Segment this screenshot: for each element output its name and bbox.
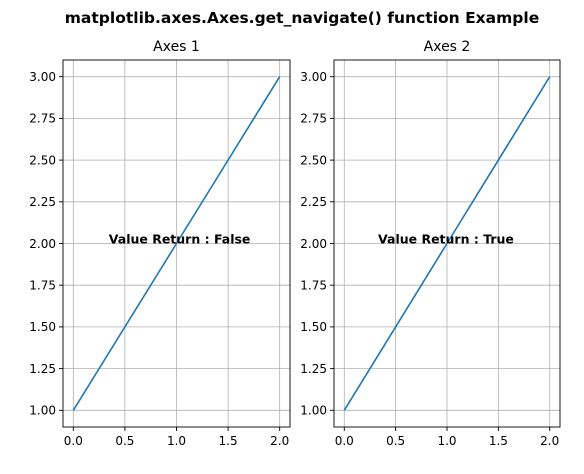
x-tick-label: 1.5 — [219, 434, 238, 448]
y-tick-label: 2.75 — [29, 112, 56, 126]
annotation-text: Value Return : False — [109, 232, 251, 247]
series-line — [72, 76, 281, 411]
x-tick-label: 1.5 — [489, 434, 508, 448]
y-tick-label: 1.75 — [300, 279, 327, 293]
x-tick-label: 0.5 — [386, 434, 405, 448]
y-tick-label: 2.00 — [29, 237, 56, 251]
y-tick-label: 2.50 — [300, 153, 327, 167]
figure-suptitle: matplotlib.axes.Axes.get_navigate() func… — [65, 9, 539, 27]
y-tick-label: 1.75 — [29, 279, 56, 293]
x-tick-label: 1.0 — [437, 434, 456, 448]
axes-title: Axes 2 — [424, 39, 471, 55]
axes-2: 0.0 0.5 1.0 1.5 2.0 1.00 1.25 1.50 1.75 2.00 2.25 2… — [300, 39, 561, 448]
y-tick-label: 1.25 — [300, 362, 327, 376]
y-tick-label: 2.50 — [29, 153, 56, 167]
x-tick-label: 0.5 — [115, 434, 134, 448]
y-tick-label: 2.25 — [300, 195, 327, 209]
y-tick-label: 2.00 — [300, 237, 327, 251]
x-tick-label: 2.0 — [540, 434, 559, 448]
y-tick-label: 2.75 — [300, 112, 327, 126]
annotation-text: Value Return : True — [378, 232, 514, 247]
y-tick-label: 3.00 — [300, 70, 327, 84]
x-tick-label: 1.0 — [167, 434, 186, 448]
y-tick-label: 3.00 — [29, 70, 56, 84]
axes-title: Axes 1 — [153, 39, 200, 55]
y-tick-label: 1.50 — [29, 320, 56, 334]
y-tick-label: 1.25 — [29, 362, 56, 376]
y-tick-label: 1.00 — [300, 404, 327, 418]
axes-1: 0.0 0.5 1.0 1.5 2.0 1.00 1.25 1.50 1.75 2.00 2.25 2… — [29, 39, 291, 448]
y-tick-label: 1.50 — [300, 320, 327, 334]
y-tick-label: 2.25 — [29, 195, 56, 209]
x-tick-label: 2.0 — [270, 434, 289, 448]
x-tick-label: 0.0 — [335, 434, 354, 448]
series-line — [343, 76, 551, 411]
x-tick-label: 0.0 — [64, 434, 83, 448]
y-tick-label: 1.00 — [29, 404, 56, 418]
